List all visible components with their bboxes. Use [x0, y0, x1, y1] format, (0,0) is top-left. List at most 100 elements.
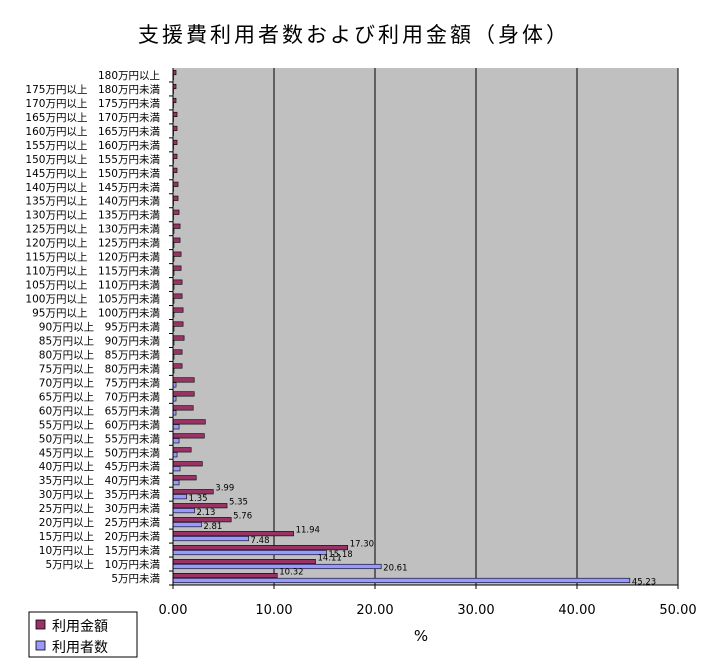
bar-users [172, 563, 382, 570]
bar-amount [172, 293, 183, 299]
category-label: 85万円以上 90万円未満 [39, 335, 161, 347]
category-label: 40万円以上 45万円未満 [39, 461, 161, 473]
bar-amount [172, 545, 349, 551]
x-tick-label: 40.00 [558, 603, 595, 618]
bar-amount [172, 559, 316, 565]
category-label: 150万円以上 155万円未満 [25, 154, 160, 166]
category-label: 160万円以上 165万円未満 [25, 126, 160, 138]
category-label: 130万円以上 135万円未満 [25, 210, 160, 222]
bar-users [172, 438, 180, 444]
category-label: 180万円以上 [98, 70, 160, 82]
category-label: 75万円以上 80万円未満 [39, 363, 161, 375]
bar-users [172, 522, 202, 528]
category-label: 165万円以上 170万円未満 [25, 112, 160, 124]
data-label-users: 15.18 [328, 550, 352, 560]
bars [172, 69, 631, 584]
category-label: 170万円以上 175万円未満 [25, 98, 160, 110]
legend-label-amount: 利用金額 [52, 619, 108, 635]
plot-area [173, 68, 678, 585]
bar-amount [172, 405, 194, 411]
category-label: 115万円以上 120万円未満 [25, 252, 160, 264]
legend-box [28, 611, 138, 658]
bar-amount [172, 349, 183, 355]
grid-lines [273, 68, 679, 585]
category-label: 25万円以上 30万円未満 [39, 503, 161, 515]
data-label-amount: 5.35 [229, 497, 248, 507]
bar-amount [172, 139, 178, 145]
bar-users [172, 424, 180, 430]
category-label: 145万円以上 150万円未満 [25, 168, 160, 180]
category-label: 35万円以上 40万円未満 [39, 475, 161, 487]
category-label: 155万円以上 160万円未満 [25, 140, 160, 152]
data-label-users: 2.13 [197, 508, 216, 518]
bar-amount [172, 111, 178, 118]
bar-amount [172, 265, 182, 271]
bar-amount [172, 237, 181, 243]
data-label-users: 7.48 [251, 536, 270, 546]
bar-amount [172, 461, 203, 467]
bar-amount [172, 433, 205, 439]
category-label: 135万円以上 140万円未満 [25, 196, 160, 208]
category-label: 80万円以上 85万円未満 [39, 349, 161, 361]
category-label: 125万円以上 130万円未満 [25, 224, 160, 236]
category-label: 45万円以上 50万円未満 [39, 447, 161, 459]
bar-amount [172, 307, 184, 313]
legend-swatch-amount [35, 619, 46, 630]
category-label: 55万円以上 60万円未満 [39, 419, 161, 431]
legend-swatch-users [35, 640, 46, 651]
data-label-users: 20.61 [383, 564, 407, 574]
category-label: 65万円以上 70万円未満 [39, 391, 161, 403]
bar-amount [172, 475, 197, 481]
x-tick-label: 10.00 [255, 603, 292, 618]
bar-amount [172, 517, 232, 523]
bar-amount [172, 531, 294, 537]
category-label: 5万円未満 [111, 573, 160, 585]
x-tick-label: 30.00 [457, 603, 494, 618]
x-tick-label: 50.00 [659, 603, 696, 618]
category-label: 175万円以上 180万円未満 [25, 84, 160, 96]
category-label: 95万円以上 100万円未満 [32, 308, 160, 320]
category-label: 110万円以上 115万円未満 [25, 266, 160, 278]
bar-users [172, 480, 180, 486]
bar-amount [172, 251, 182, 257]
category-label: 100万円以上 105万円未満 [25, 294, 160, 306]
bar-amount [172, 419, 206, 425]
bar-users [172, 535, 249, 542]
category-label: 10万円以上 15万円未満 [39, 545, 161, 557]
bar-amount [172, 209, 180, 215]
bar-amount [172, 279, 183, 285]
bar-amount [172, 391, 195, 397]
bar-users [172, 549, 327, 556]
data-label-users: 2.81 [203, 522, 222, 532]
data-label-amount: 10.32 [279, 567, 303, 577]
category-axis: 5万円未満 5万円以上 10万円未満 10万円以上 15万円未満 15万円以上 20万… [25, 70, 173, 586]
category-label: 20万円以上 25万円未満 [39, 517, 161, 529]
category-label: 60万円以上 65万円未満 [39, 405, 161, 417]
bar-users [172, 466, 181, 472]
bar-amount [172, 447, 192, 453]
bar-amount [172, 223, 181, 229]
bar-amount [172, 335, 185, 341]
bar-amount [172, 377, 195, 383]
bar-users [172, 577, 631, 584]
category-label: 105万円以上 110万円未満 [25, 280, 160, 292]
x-axis-label: % [414, 627, 428, 645]
category-label: 15万円以上 20万円未満 [39, 531, 161, 543]
x-tick-label: 0.00 [159, 603, 188, 618]
category-label: 50万円以上 55万円未満 [39, 433, 161, 445]
legend: 利用金額 利用者数 [28, 611, 138, 658]
bar-amount [172, 125, 178, 131]
bar-amount [172, 153, 178, 159]
category-label: 90万円以上 95万円未満 [39, 322, 161, 334]
value-axis: 0.00 10.00 20.00 30.00 40.00 50.00 [159, 585, 697, 618]
data-label-amount: 11.94 [296, 525, 320, 535]
bar-users [172, 494, 187, 500]
data-label-amount: 14.11 [318, 553, 342, 563]
data-label-users: 1.35 [189, 494, 208, 504]
category-label: 120万円以上 125万円未満 [25, 238, 160, 250]
bar-amount [172, 195, 179, 201]
chart-title: 支援費利用者数および利用金額（身体） [138, 23, 570, 47]
bar-amount [172, 181, 179, 187]
